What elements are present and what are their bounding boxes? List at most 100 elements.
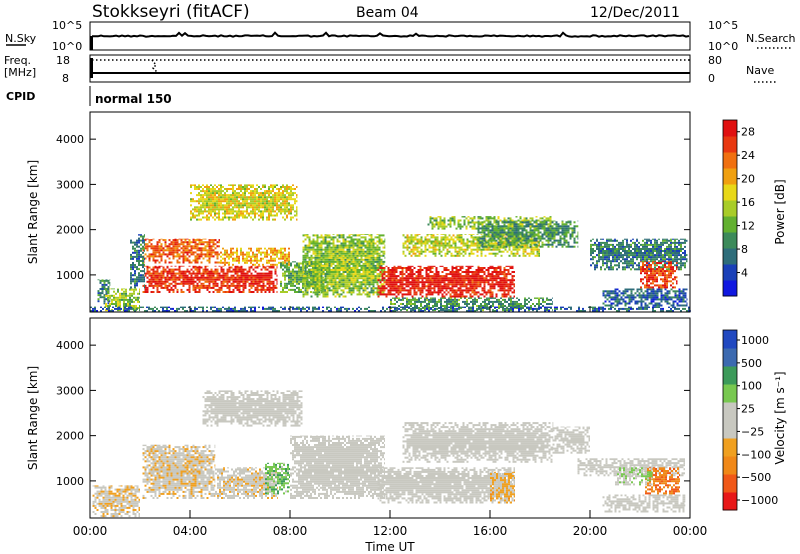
heat-cell bbox=[136, 255, 138, 258]
heat-cell bbox=[308, 264, 311, 267]
heat-cell bbox=[172, 270, 175, 273]
heat-cell bbox=[519, 216, 522, 218]
heat-cell bbox=[160, 245, 163, 248]
heat-cell bbox=[469, 221, 472, 224]
heat-cell bbox=[432, 248, 435, 251]
heat-cell bbox=[434, 240, 437, 243]
heat-cell bbox=[352, 269, 355, 271]
heat-cell bbox=[332, 289, 335, 292]
heat-cell bbox=[254, 198, 256, 201]
heat-cell bbox=[468, 234, 471, 235]
heat-cell bbox=[252, 251, 254, 254]
heat-cell bbox=[382, 234, 385, 237]
heat-cell bbox=[232, 288, 235, 291]
heat-cell bbox=[202, 200, 204, 203]
heat-cell bbox=[422, 250, 425, 253]
heat-cell bbox=[194, 245, 197, 248]
heat-cell bbox=[246, 202, 248, 205]
heat-cell bbox=[461, 285, 464, 288]
heat-cell bbox=[495, 225, 498, 228]
heat-cell bbox=[404, 254, 407, 257]
heat-cell bbox=[250, 286, 253, 289]
heat-cell bbox=[266, 278, 269, 281]
heat-cell bbox=[354, 262, 357, 265]
heat-cell bbox=[264, 204, 266, 207]
heat-cell bbox=[481, 271, 484, 273]
heat-cell bbox=[256, 249, 258, 252]
heat-cell bbox=[429, 293, 432, 296]
heat-cell bbox=[405, 289, 408, 292]
heat-cell bbox=[298, 272, 300, 275]
heat-cell bbox=[162, 270, 165, 273]
heat-cell bbox=[278, 194, 280, 197]
heat-cell bbox=[415, 285, 418, 288]
heat-cell bbox=[282, 286, 284, 289]
heat-cell bbox=[264, 274, 267, 277]
heat-cell bbox=[260, 278, 263, 281]
heat-cell bbox=[368, 291, 371, 294]
heat-cell bbox=[200, 274, 203, 277]
heat-cell bbox=[310, 264, 313, 267]
heat-cell bbox=[272, 190, 274, 193]
heat-cell bbox=[226, 276, 229, 279]
heat-cell bbox=[526, 252, 529, 255]
heat-cell bbox=[312, 267, 315, 269]
heat-cell bbox=[292, 274, 294, 277]
heat-cell bbox=[304, 293, 307, 296]
heat-cell bbox=[408, 242, 411, 245]
heat-cell bbox=[372, 248, 375, 251]
heat-cell bbox=[182, 265, 185, 267]
heat-cell bbox=[246, 259, 248, 262]
heat-cell bbox=[411, 281, 414, 284]
heat-cell bbox=[222, 198, 224, 201]
heat-cell bbox=[160, 255, 163, 258]
heat-cell bbox=[431, 291, 434, 294]
heat-cell bbox=[202, 247, 205, 250]
heat-cell bbox=[495, 267, 498, 269]
heat-cell bbox=[518, 248, 521, 251]
heat-cell bbox=[254, 253, 256, 256]
heat-cell bbox=[356, 271, 359, 273]
heat-cell bbox=[480, 252, 483, 255]
heat-cell bbox=[296, 274, 298, 277]
heat-cell bbox=[358, 264, 361, 267]
heat-cell bbox=[318, 277, 321, 280]
heat-cell bbox=[186, 282, 189, 285]
heat-cell bbox=[198, 214, 200, 217]
heat-cell bbox=[164, 239, 167, 242]
heat-cell bbox=[384, 256, 386, 259]
heat-cell bbox=[232, 200, 234, 203]
heat-cell bbox=[182, 251, 185, 254]
heat-cell bbox=[302, 267, 305, 269]
heat-cell bbox=[218, 192, 220, 195]
heat-cell bbox=[422, 240, 425, 243]
heat-cell bbox=[194, 272, 197, 275]
heat-cell bbox=[115, 296, 117, 299]
heat-cell bbox=[244, 190, 246, 193]
heat-cell bbox=[192, 241, 195, 244]
heat-cell bbox=[493, 285, 496, 288]
heat-cell bbox=[200, 186, 202, 188]
heat-cell bbox=[298, 282, 300, 285]
heat-cell bbox=[340, 254, 343, 257]
heat-cell bbox=[316, 238, 319, 241]
heat-cell bbox=[473, 273, 476, 276]
heat-cell bbox=[182, 282, 185, 285]
heat-cell bbox=[350, 258, 353, 261]
heat-cell bbox=[471, 219, 474, 222]
heat-cell bbox=[481, 281, 484, 284]
heat-cell bbox=[526, 246, 529, 249]
heat-cell bbox=[379, 271, 382, 273]
heat-cell bbox=[228, 276, 231, 279]
heat-cell bbox=[364, 250, 367, 253]
heat-cell bbox=[125, 290, 127, 293]
heat-cell bbox=[457, 287, 460, 290]
heat-cell bbox=[338, 264, 341, 267]
heat-cell bbox=[461, 265, 464, 267]
heat-cell bbox=[226, 202, 228, 205]
heat-cell bbox=[214, 188, 216, 190]
heat-cell bbox=[208, 286, 211, 289]
heat-cell bbox=[236, 257, 238, 260]
heat-cell bbox=[415, 275, 418, 278]
heat-cell bbox=[232, 202, 234, 205]
